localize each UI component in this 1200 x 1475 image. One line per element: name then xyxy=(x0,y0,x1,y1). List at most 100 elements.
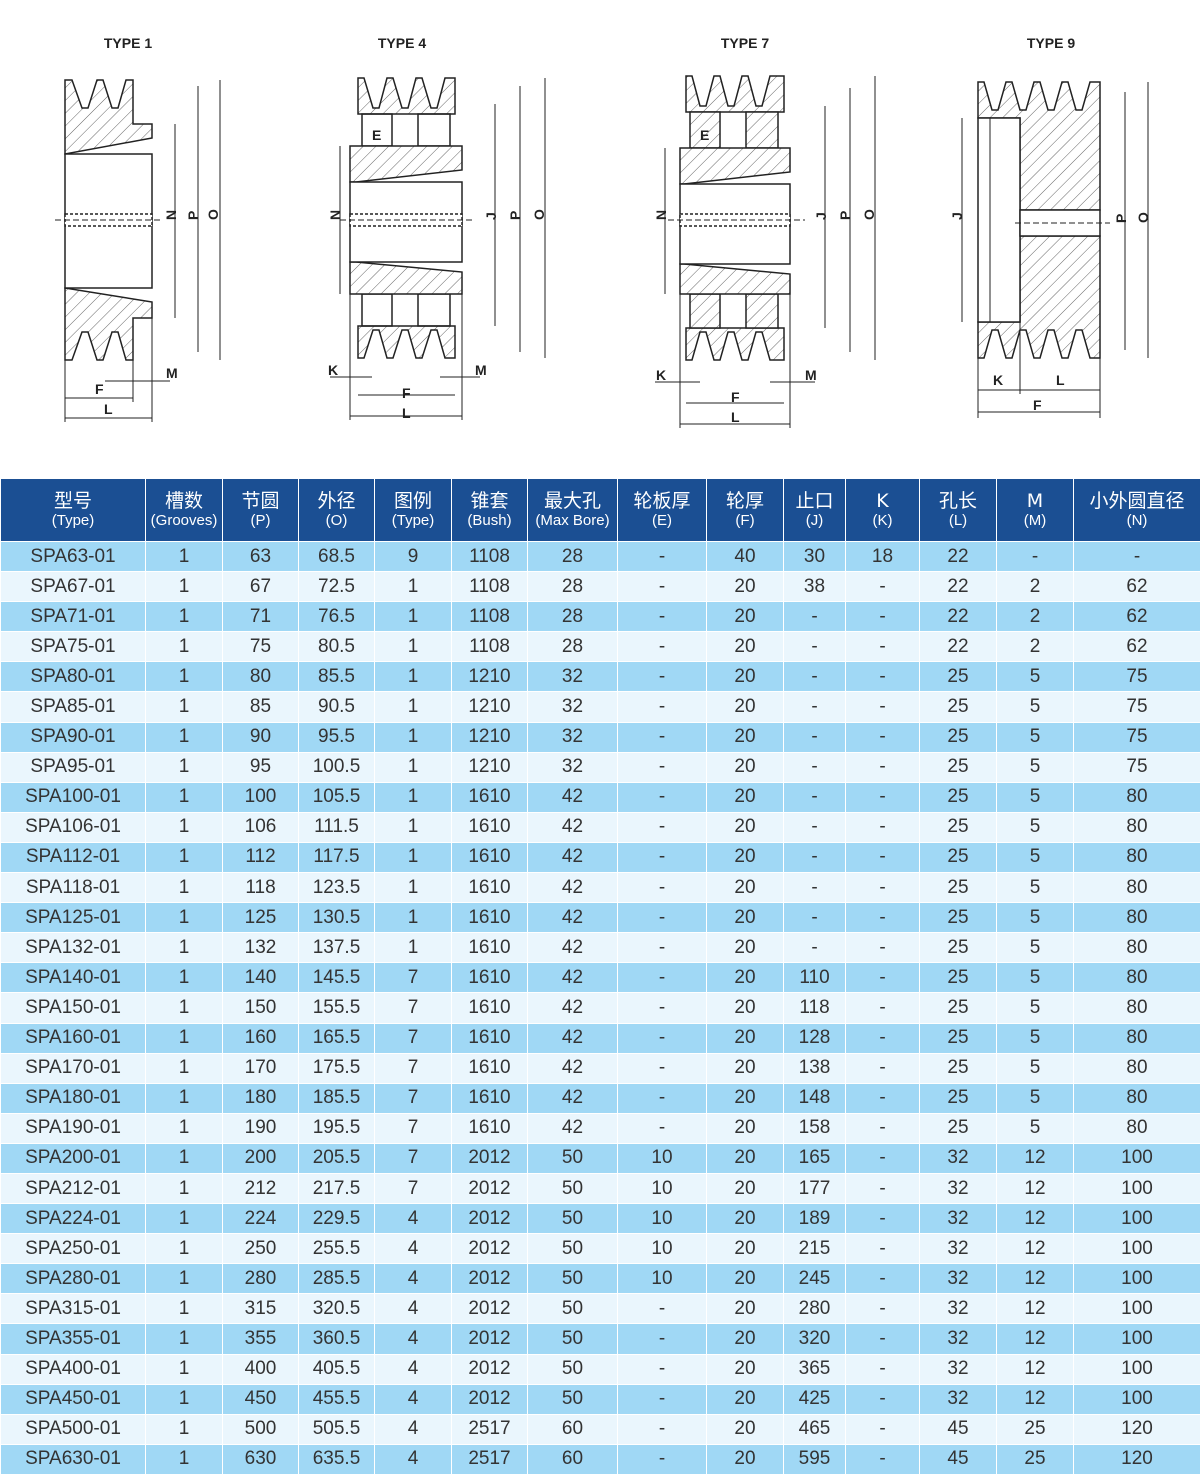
table-cell: 160 xyxy=(223,1023,299,1053)
table-cell: - xyxy=(846,1264,920,1294)
table-cell: - xyxy=(846,602,920,632)
table-cell: 5 xyxy=(997,842,1074,872)
table-cell: 80 xyxy=(1074,873,1200,903)
column-header-en: (Grooves) xyxy=(146,512,222,530)
diagram-title: TYPE 1 xyxy=(104,35,152,51)
table-cell: 1108 xyxy=(452,542,528,572)
table-cell: 1 xyxy=(146,542,223,572)
table-cell: 1 xyxy=(375,903,452,933)
table-cell: 190 xyxy=(223,1113,299,1143)
table-cell: - xyxy=(784,752,846,782)
table-cell: 20 xyxy=(707,1053,784,1083)
table-cell: - xyxy=(618,1053,707,1083)
table-cell: 2012 xyxy=(452,1354,528,1384)
table-cell: 75 xyxy=(1074,662,1200,692)
dim-label-p: P xyxy=(507,211,523,220)
table-cell: - xyxy=(618,1354,707,1384)
table-cell: 365 xyxy=(784,1354,846,1384)
diagram-title: TYPE 7 xyxy=(721,35,769,51)
diagram-type-1: TYPE 1 N P O F L M xyxy=(55,35,221,422)
table-cell: SPA140-01 xyxy=(1,963,146,993)
table-cell: 25 xyxy=(920,662,997,692)
table-cell: 76.5 xyxy=(299,602,375,632)
column-header-en: (P) xyxy=(223,512,298,530)
table-cell: - xyxy=(618,782,707,812)
table-cell: - xyxy=(846,873,920,903)
table-cell: SPA355-01 xyxy=(1,1324,146,1354)
column-header-zh: 轮板厚 xyxy=(618,490,706,513)
table-cell: 45 xyxy=(920,1414,997,1444)
table-cell: 32 xyxy=(920,1143,997,1173)
dim-label-l: L xyxy=(104,401,113,417)
table-cell: 12 xyxy=(997,1204,1074,1234)
table-cell: SPA112-01 xyxy=(1,842,146,872)
table-cell: 280 xyxy=(223,1264,299,1294)
table-cell: 455.5 xyxy=(299,1384,375,1414)
table-cell: - xyxy=(846,782,920,812)
table-cell: 1 xyxy=(146,1384,223,1414)
table-cell: - xyxy=(846,993,920,1023)
column-header: 轮板厚(E) xyxy=(618,479,707,542)
table-cell: SPA212-01 xyxy=(1,1173,146,1203)
table-cell: 1610 xyxy=(452,873,528,903)
table-cell: - xyxy=(846,752,920,782)
table-cell: 1 xyxy=(146,873,223,903)
table-cell: 189 xyxy=(784,1204,846,1234)
column-header: 最大孔(Max Bore) xyxy=(528,479,618,542)
table-cell: 1 xyxy=(146,1053,223,1083)
column-header-en: (E) xyxy=(618,512,706,530)
table-cell: 130.5 xyxy=(299,903,375,933)
column-header-zh: M xyxy=(997,490,1073,513)
table-cell: SPA280-01 xyxy=(1,1264,146,1294)
table-cell: 2012 xyxy=(452,1324,528,1354)
column-header-en: (Bush) xyxy=(452,512,527,530)
table-cell: - xyxy=(618,1384,707,1414)
table-cell: SPA71-01 xyxy=(1,602,146,632)
table-cell: 10 xyxy=(618,1143,707,1173)
table-cell: 20 xyxy=(707,812,784,842)
table-cell: 118 xyxy=(784,993,846,1023)
table-cell: 32 xyxy=(920,1234,997,1264)
table-cell: 45 xyxy=(920,1444,997,1474)
table-cell: 20 xyxy=(707,1234,784,1264)
column-header-zh: 最大孔 xyxy=(528,490,617,513)
table-cell: 50 xyxy=(528,1354,618,1384)
column-header: 孔长(L) xyxy=(920,479,997,542)
table-cell: 1610 xyxy=(452,1113,528,1143)
table-cell: 5 xyxy=(997,692,1074,722)
table-cell: 1 xyxy=(375,842,452,872)
table-cell: 245 xyxy=(784,1264,846,1294)
dim-label-j: J xyxy=(483,212,499,220)
table-cell: SPA450-01 xyxy=(1,1384,146,1414)
dim-label-k: K xyxy=(328,362,338,378)
table-cell: 132 xyxy=(223,933,299,963)
table-cell: 2517 xyxy=(452,1444,528,1474)
table-cell: - xyxy=(784,632,846,662)
table-cell: 5 xyxy=(997,1023,1074,1053)
table-cell: 165 xyxy=(784,1143,846,1173)
table-cell: 95 xyxy=(223,752,299,782)
table-cell: - xyxy=(784,692,846,722)
column-header-zh: 型号 xyxy=(1,490,145,513)
table-cell: 117.5 xyxy=(299,842,375,872)
column-header-en: (N) xyxy=(1074,512,1200,530)
table-cell: - xyxy=(846,842,920,872)
table-cell: 20 xyxy=(707,873,784,903)
pulley-spec-table: 型号(Type)槽数(Grooves)节圆(P)外径(O)图例(Type)锥套(… xyxy=(0,478,1200,1475)
table-cell: 400 xyxy=(223,1354,299,1384)
table-cell: - xyxy=(784,933,846,963)
table-cell: 4 xyxy=(375,1444,452,1474)
table-cell: 32 xyxy=(920,1384,997,1414)
